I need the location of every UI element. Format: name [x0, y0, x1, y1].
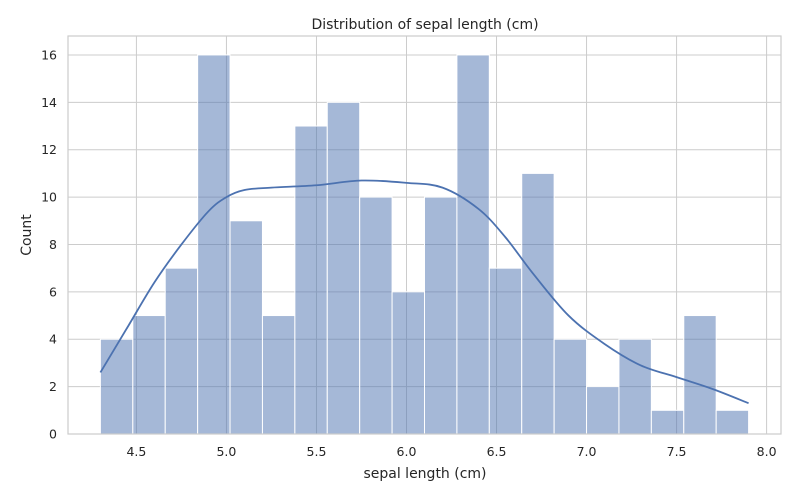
histogram-bar: [359, 196, 393, 435]
y-tick-label: 16: [41, 47, 57, 62]
histogram-bar: [261, 315, 296, 435]
kde-curve: [99, 179, 749, 405]
histogram-bar: [132, 315, 166, 435]
y-axis-ticks: 0 2 4 6 8 10 12 14 16: [41, 47, 57, 441]
x-tick-label: 5.5: [307, 444, 327, 459]
histogram-bar: [229, 220, 263, 435]
chart-title: Distribution of sepal length (cm): [311, 17, 538, 33]
histogram-bar: [553, 338, 588, 435]
histogram-bar: [521, 172, 555, 435]
x-tick-label: 6.5: [487, 444, 507, 459]
histogram-bar: [424, 196, 458, 435]
histogram-bar: [197, 54, 231, 435]
x-axis-label: sepal length (cm): [363, 466, 486, 482]
histogram-bar: [488, 267, 523, 435]
histogram-bar: [456, 54, 490, 435]
histogram-bar: [164, 267, 199, 435]
x-tick-label: 5.0: [216, 444, 236, 459]
x-tick-label: 7.0: [577, 444, 597, 459]
y-tick-label: 2: [49, 379, 57, 394]
y-tick-label: 8: [49, 237, 57, 252]
histogram-bar: [586, 386, 620, 435]
histogram-bars: [99, 54, 750, 435]
histogram-bar: [683, 315, 717, 435]
x-tick-label: 8.0: [757, 444, 777, 459]
histogram-bar: [326, 101, 361, 435]
y-tick-label: 4: [49, 332, 57, 347]
kde-layer: [99, 179, 749, 405]
y-tick-label: 0: [49, 427, 57, 442]
x-tick-label: 4.5: [126, 444, 146, 459]
x-tick-label: 7.5: [667, 444, 687, 459]
histogram-bar: [294, 125, 328, 435]
x-axis-ticks: 4.5 5.0 5.5 6.0 6.5 7.0 7.5 8.0: [126, 444, 776, 459]
histogram-bar: [99, 338, 134, 435]
y-tick-label: 10: [41, 190, 57, 205]
y-tick-label: 12: [41, 142, 57, 157]
histogram-bar: [391, 291, 426, 435]
y-axis-label: Count: [19, 214, 35, 256]
histogram-bar: [618, 338, 652, 435]
y-tick-label: 14: [41, 95, 57, 110]
y-tick-label: 6: [49, 284, 57, 299]
histogram-bar: [715, 409, 750, 435]
x-tick-label: 6.0: [397, 444, 417, 459]
histogram-bar: [650, 409, 685, 435]
plot-frame: [67, 35, 782, 435]
